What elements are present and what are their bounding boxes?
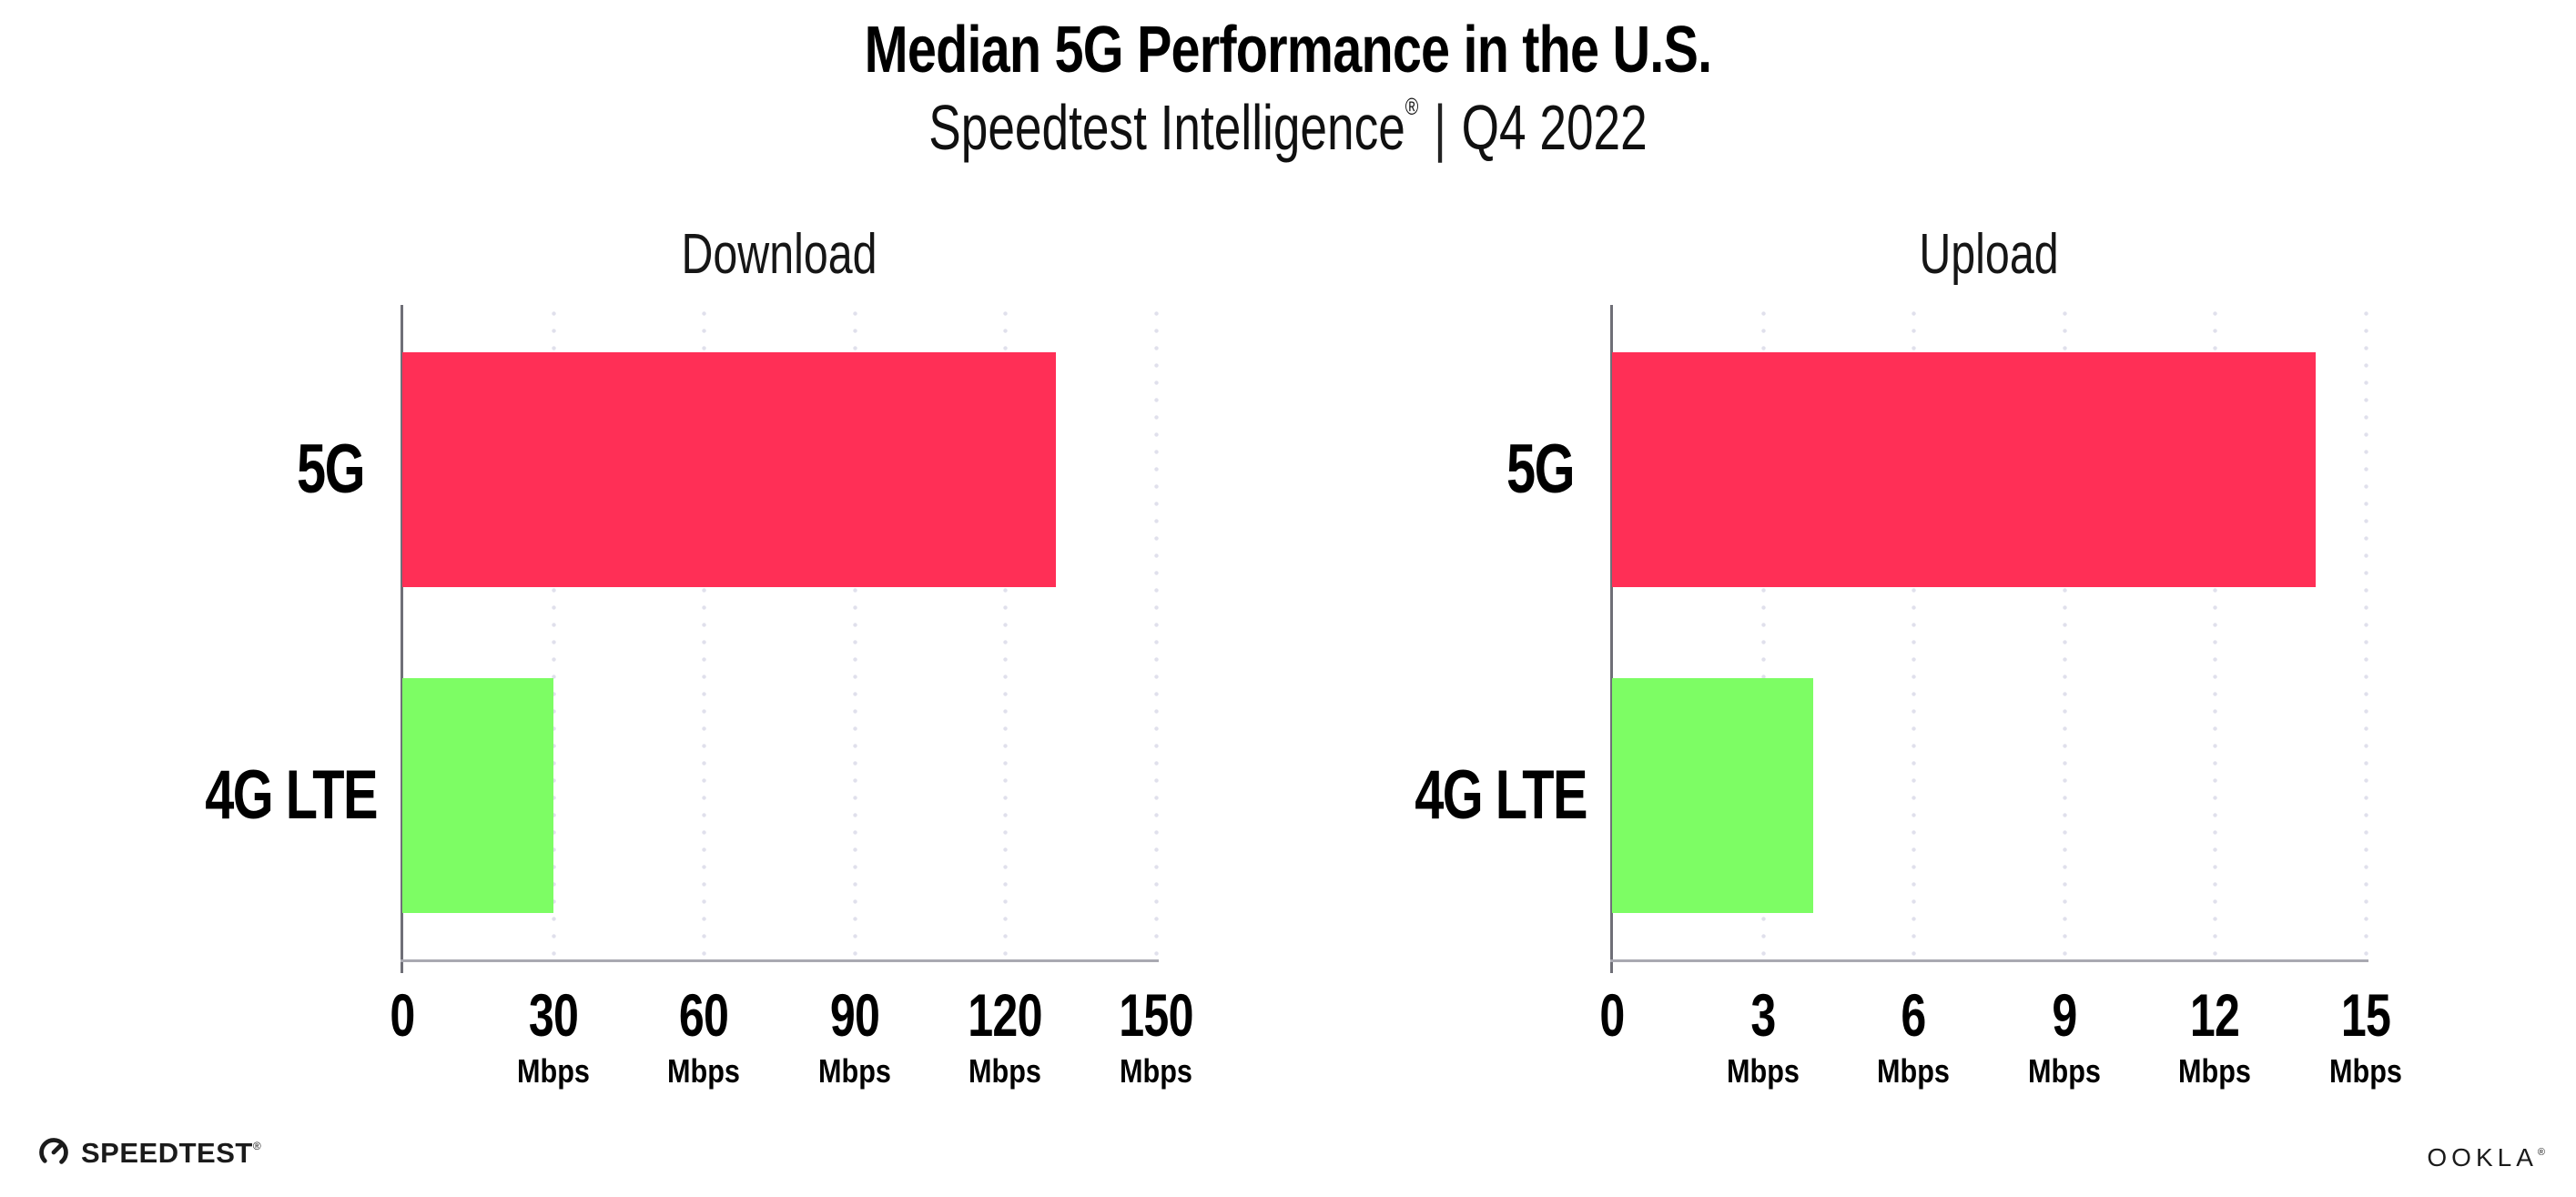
x-tick-label: 120 [968, 981, 1042, 1049]
gridline [2213, 305, 2218, 960]
upload-chart: Upload 5G 4G LTE 0 3 Mbps 6 Mbps 9 Mbps [1415, 0, 2402, 1197]
x-tick-30: 30 Mbps [472, 985, 635, 1090]
speedtest-wordmark-text: SPEEDTEST [81, 1136, 253, 1169]
gridline [551, 305, 556, 960]
x-tick-12: 12 Mbps [2133, 985, 2297, 1090]
x-tick-0: 0 [1530, 985, 1694, 1045]
x-tick-90: 90 Mbps [773, 985, 937, 1090]
x-tick-label: 9 [2052, 981, 2077, 1049]
ookla-wordmark-text: OOKLA [2427, 1143, 2538, 1172]
x-axis-line [401, 959, 1159, 962]
x-tick-3: 3 Mbps [1681, 985, 1845, 1090]
x-tick-unit: Mbps [1877, 1052, 1950, 1090]
x-tick-unit: Mbps [667, 1052, 740, 1090]
subtitle-period: Q4 2022 [1461, 92, 1648, 163]
x-tick-label: 90 [829, 981, 880, 1049]
x-tick-0: 0 [320, 985, 484, 1045]
y-axis-line [401, 305, 403, 974]
registered-trademark-symbol: ® [2537, 1147, 2545, 1158]
subplot-title-upload: Upload [1919, 223, 2059, 286]
x-tick-6: 6 Mbps [1831, 985, 1995, 1090]
x-tick-label: 0 [1599, 981, 1625, 1049]
gridline [1760, 305, 1766, 960]
x-tick-label: 12 [2189, 981, 2240, 1049]
x-tick-label: 150 [1119, 981, 1193, 1049]
registered-trademark-symbol: ® [1405, 93, 1419, 120]
plot-area-upload [1610, 305, 2368, 974]
x-tick-unit: Mbps [2178, 1052, 2251, 1090]
x-tick-unit: Mbps [1727, 1052, 1800, 1090]
x-tick-15: 15 Mbps [2284, 985, 2448, 1090]
x-tick-60: 60 Mbps [622, 985, 786, 1090]
page-title: Median 5G Performance in the U.S. [864, 14, 1712, 86]
speedtest-gauge-icon [36, 1135, 71, 1170]
x-tick-unit: Mbps [969, 1052, 1041, 1090]
x-tick-label: 60 [678, 981, 729, 1049]
category-label-4g-lte: 4G LTE [205, 756, 378, 834]
bar-5g-download [402, 352, 1056, 587]
x-tick-label: 30 [528, 981, 579, 1049]
y-axis-line [1610, 305, 1613, 974]
x-axis-line [1610, 959, 2368, 962]
gridline [2062, 305, 2067, 960]
gridline [702, 305, 707, 960]
subtitle-separator: | [1434, 92, 1446, 163]
x-tick-label: 0 [390, 981, 415, 1049]
plot-area-download [401, 305, 1159, 974]
page-subtitle: Speedtest Intelligence® | Q4 2022 [309, 91, 2267, 164]
x-tick-label: 6 [1901, 981, 1926, 1049]
x-tick-unit: Mbps [2028, 1052, 2101, 1090]
subtitle-product: Speedtest Intelligence [928, 92, 1405, 163]
gridline [852, 305, 857, 960]
gridline [1003, 305, 1009, 960]
gridline [1912, 305, 1917, 960]
download-chart: Download 5G 4G LTE 0 30 Mbps 60 Mbps 90 [205, 0, 1193, 1197]
category-label-5g: 5G [296, 431, 366, 508]
subplot-title-download: Download [681, 223, 877, 286]
registered-trademark-symbol: ® [252, 1139, 262, 1152]
x-tick-120: 120 Mbps [923, 985, 1087, 1090]
speedtest-logo: SPEEDTEST® [36, 1135, 261, 1170]
x-tick-unit: Mbps [1120, 1052, 1192, 1090]
x-tick-unit: Mbps [517, 1052, 590, 1090]
bar-5g-upload [1612, 352, 2316, 587]
gridline [2364, 305, 2368, 960]
x-tick-unit: Mbps [818, 1052, 891, 1090]
x-tick-9: 9 Mbps [1983, 985, 2146, 1090]
x-tick-150: 150 Mbps [1074, 985, 1238, 1090]
x-tick-unit: Mbps [2329, 1052, 2402, 1090]
category-label-4g-lte: 4G LTE [1415, 756, 1587, 834]
x-tick-label: 3 [1750, 981, 1776, 1049]
x-tick-label: 15 [2340, 981, 2391, 1049]
ookla-logo: OOKLA® [2427, 1145, 2545, 1171]
category-label-5g: 5G [1506, 431, 1576, 508]
bar-4g-lte-upload [1612, 678, 1813, 913]
bar-4g-lte-download [402, 678, 553, 913]
speedtest-wordmark: SPEEDTEST® [81, 1139, 261, 1167]
gridline [1154, 305, 1159, 960]
